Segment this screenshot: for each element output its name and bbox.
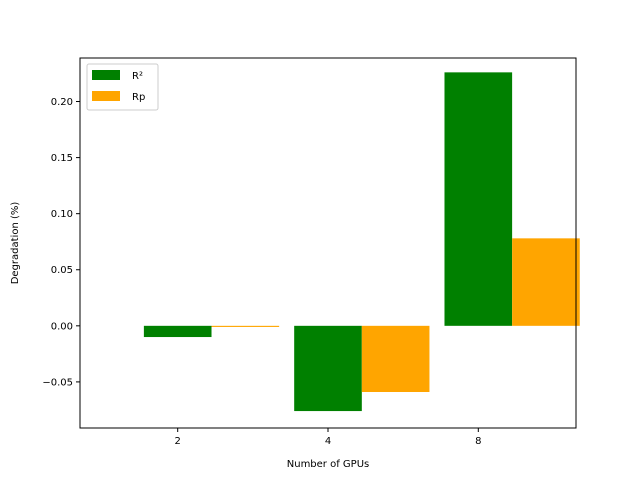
x-axis-ticks: 2 4 8 bbox=[175, 428, 481, 447]
x-tick-label: 8 bbox=[475, 436, 481, 447]
legend-swatch-r2 bbox=[92, 70, 120, 80]
y-tick-label: −0.05 bbox=[42, 377, 73, 388]
y-tick-label: 0.00 bbox=[51, 321, 73, 332]
y-axis-label: Degradation (%) bbox=[10, 202, 21, 285]
x-tick-label: 4 bbox=[325, 436, 331, 447]
legend-swatch-rp bbox=[92, 91, 120, 101]
y-tick-label: 0.10 bbox=[51, 209, 73, 220]
legend: R² Rp bbox=[86, 63, 159, 111]
bar-r2-4 bbox=[294, 325, 362, 412]
bar-r2-8 bbox=[444, 72, 513, 326]
bars-layer bbox=[143, 72, 580, 412]
bar-rp-4 bbox=[361, 325, 430, 392]
bar-rp-2 bbox=[211, 325, 280, 327]
bar-r2-2 bbox=[143, 325, 212, 338]
legend-label-rp: Rp bbox=[132, 92, 145, 103]
bar-rp-8 bbox=[512, 238, 580, 326]
legend-label-r2: R² bbox=[132, 71, 143, 82]
y-tick-label: 0.20 bbox=[51, 97, 73, 108]
x-axis-label: Number of GPUs bbox=[287, 459, 369, 470]
y-tick-label: 0.05 bbox=[51, 265, 73, 276]
y-tick-label: 0.15 bbox=[51, 153, 73, 164]
x-tick-label: 2 bbox=[175, 436, 181, 447]
y-axis-ticks: −0.05 0.00 0.05 0.10 0.15 0.20 bbox=[42, 97, 80, 388]
